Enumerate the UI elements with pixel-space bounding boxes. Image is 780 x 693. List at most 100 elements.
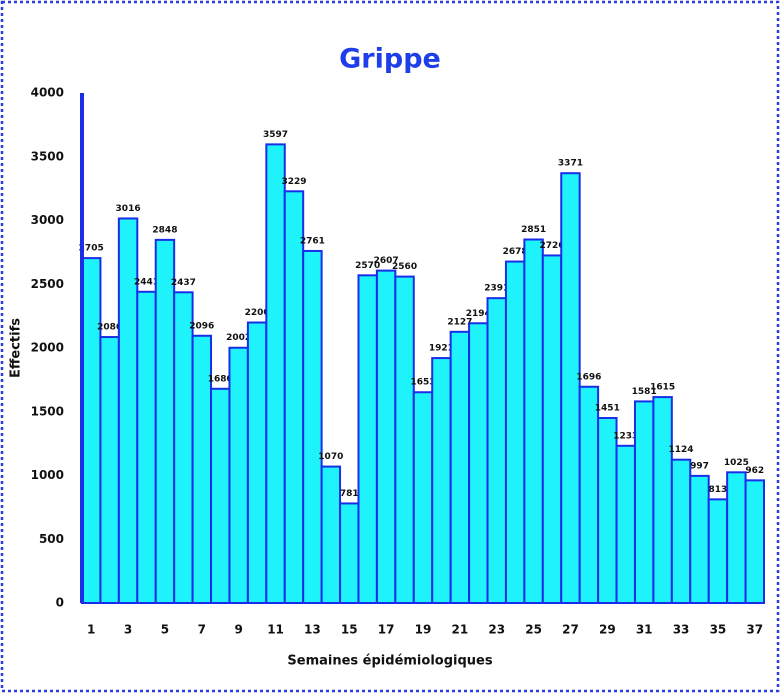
bar <box>375 269 397 604</box>
x-tick-label: 1 <box>87 623 95 637</box>
bar <box>81 257 102 604</box>
value-label: 2441 <box>134 277 159 287</box>
value-label: 1653 <box>410 378 435 388</box>
value-label: 3229 <box>281 177 306 187</box>
y-tick-label: 4000 <box>31 86 64 100</box>
x-tick-label: 7 <box>198 623 206 637</box>
bar <box>560 172 581 604</box>
x-tick-label: 3 <box>124 623 132 637</box>
value-label: 2391 <box>484 284 509 294</box>
bar <box>541 254 563 604</box>
y-axis-label: Effectifs <box>9 318 24 378</box>
value-label: 1070 <box>318 452 343 462</box>
x-tick-label: 29 <box>599 623 616 637</box>
x-tick-label: 33 <box>673 623 690 637</box>
value-label: 1025 <box>724 458 749 468</box>
value-label: 3016 <box>116 204 141 214</box>
x-tick-label: 35 <box>710 623 727 637</box>
value-label: 2560 <box>392 262 417 272</box>
x-tick-label: 17 <box>378 623 395 637</box>
x-tick-label: 13 <box>304 623 321 637</box>
bar <box>117 217 139 605</box>
bar <box>136 290 157 604</box>
value-label: 2096 <box>189 321 214 331</box>
value-label: 2607 <box>374 256 399 266</box>
bar <box>689 474 710 605</box>
x-tick-label: 19 <box>415 623 432 637</box>
y-tick-label: 1000 <box>31 468 64 482</box>
bar <box>504 260 526 604</box>
value-label: 2086 <box>97 323 122 333</box>
bar <box>412 391 434 604</box>
x-tick-label: 27 <box>562 623 579 637</box>
x-tick-label: 11 <box>267 623 284 637</box>
bar <box>173 291 194 604</box>
bar <box>726 471 747 604</box>
y-tick-label: 3000 <box>31 213 64 227</box>
bar <box>320 465 342 605</box>
value-label: 3371 <box>558 159 583 169</box>
bar <box>597 416 618 604</box>
bar <box>615 444 636 605</box>
y-tick-label: 1500 <box>31 404 64 418</box>
y-tick-label: 0 <box>56 596 64 610</box>
y-tick-label: 2500 <box>31 277 64 291</box>
bar <box>633 400 655 604</box>
bar <box>246 321 268 604</box>
bar <box>339 502 360 604</box>
x-tick-label: 9 <box>234 623 242 637</box>
x-tick-label: 5 <box>161 623 169 637</box>
value-label: 2726 <box>539 241 564 251</box>
value-label: 2851 <box>521 225 546 235</box>
bar <box>670 458 692 604</box>
chart-title: Grippe <box>339 44 441 75</box>
x-tick-label: 23 <box>488 623 505 637</box>
value-label: 2002 <box>226 333 251 343</box>
value-label: 3597 <box>263 130 288 140</box>
bar <box>302 249 323 604</box>
bar <box>468 322 489 604</box>
value-label: 1124 <box>669 445 694 455</box>
value-label: 1680 <box>208 374 233 384</box>
bar <box>744 479 765 604</box>
bar <box>652 396 673 604</box>
bar <box>154 238 176 604</box>
bar <box>523 238 544 604</box>
value-label: 2678 <box>503 247 528 257</box>
value-label: 2194 <box>466 309 491 319</box>
value-label: 1451 <box>595 403 620 413</box>
x-tick-label: 31 <box>636 623 653 637</box>
value-label: 2570 <box>355 261 380 271</box>
bar <box>431 357 452 605</box>
value-label: 781 <box>340 489 359 499</box>
value-label: 1233 <box>613 431 638 441</box>
value-label: 2127 <box>447 317 472 327</box>
value-label: 997 <box>690 461 709 471</box>
bar <box>707 498 729 604</box>
bar <box>228 346 249 604</box>
bar <box>99 336 120 604</box>
value-label: 2761 <box>300 236 325 246</box>
bar <box>210 387 231 604</box>
bar <box>449 330 471 604</box>
value-label: 1581 <box>632 387 657 397</box>
bar <box>394 275 415 604</box>
y-tick-label: 2000 <box>31 341 64 355</box>
value-label: 2437 <box>171 278 196 288</box>
value-label: 2705 <box>79 244 104 254</box>
bar <box>578 385 600 605</box>
x-tick-label: 37 <box>746 623 763 637</box>
x-axis-label: Semaines épidémiologiques <box>287 654 492 669</box>
bar <box>357 274 378 604</box>
value-label: 2200 <box>245 308 270 318</box>
bar <box>265 143 286 604</box>
x-tick-label: 21 <box>452 623 469 637</box>
value-label: 1615 <box>650 383 675 393</box>
value-label: 813 <box>709 485 728 495</box>
value-label: 962 <box>745 466 764 476</box>
x-tick-label: 15 <box>341 623 358 637</box>
y-tick-label: 500 <box>39 532 64 546</box>
x-tick-label: 25 <box>525 623 542 637</box>
value-label: 1921 <box>429 344 454 354</box>
